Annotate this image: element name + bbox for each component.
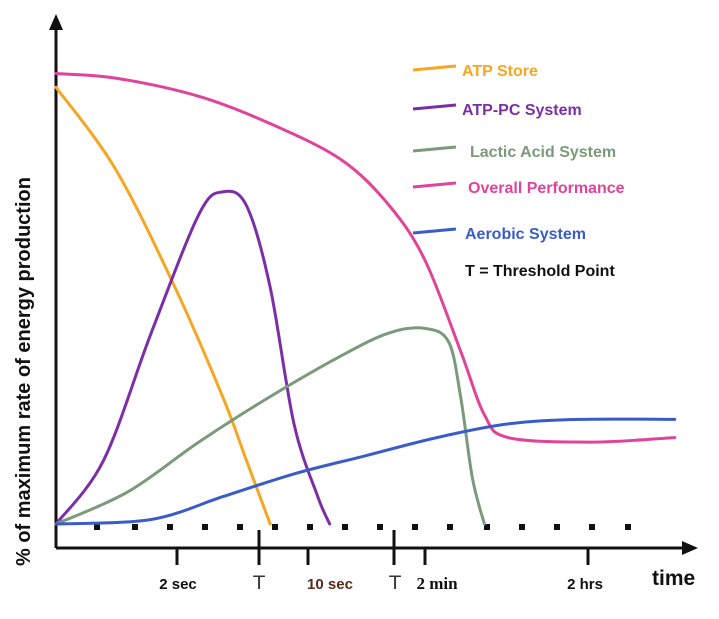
series-line-overall-performance bbox=[54, 72, 677, 444]
x-tick-marks bbox=[175, 530, 590, 565]
time-dot bbox=[554, 524, 560, 530]
legend-swatch-atp-pc-system bbox=[412, 103, 457, 111]
series-lines bbox=[54, 72, 677, 526]
legend-label-aerobic-system: Aerobic System bbox=[465, 226, 586, 243]
y-axis-arrow bbox=[49, 14, 63, 30]
y-axis-label: % of maximum rate of energy production bbox=[13, 177, 35, 566]
time-dot bbox=[519, 524, 525, 530]
threshold-annotation: T = Threshold Point bbox=[465, 263, 615, 280]
series-line-atp-pc-system bbox=[54, 189, 332, 526]
legend-swatch-overall-performance bbox=[412, 181, 457, 189]
x-tick-label: 10 sec bbox=[307, 576, 353, 593]
time-dot bbox=[447, 524, 453, 530]
series-line-lactic-acid-system bbox=[54, 326, 486, 526]
legend-swatch-aerobic-system bbox=[412, 227, 457, 235]
time-dot bbox=[94, 524, 100, 530]
x-tick-label: 2 hrs bbox=[567, 576, 603, 593]
series-line-aerobic-system bbox=[54, 417, 677, 526]
x-tick-label: T bbox=[388, 572, 401, 594]
time-dot bbox=[272, 524, 278, 530]
x-tick-label: 2 sec bbox=[159, 576, 197, 593]
legend-label-lactic-acid-system: Lactic Acid System bbox=[470, 144, 616, 161]
time-dot bbox=[342, 524, 348, 530]
legend-label-overall-performance: Overall Performance bbox=[468, 180, 625, 197]
time-dot bbox=[625, 524, 631, 530]
axes bbox=[49, 14, 698, 555]
x-axis-label: time bbox=[652, 567, 695, 590]
time-dot bbox=[167, 524, 173, 530]
legend: ATP Store ATP-PC System Lactic Acid System… bbox=[412, 63, 625, 243]
time-dot bbox=[377, 524, 383, 530]
x-axis-arrow bbox=[682, 541, 698, 555]
x-tick-label: T bbox=[252, 572, 265, 594]
x-tick-label: 2 min bbox=[416, 574, 458, 593]
time-dot bbox=[132, 524, 138, 530]
x-tick-labels: 2 sec T 10 sec T 2 min 2 hrs bbox=[159, 572, 603, 594]
time-dot bbox=[484, 524, 490, 530]
time-dot bbox=[412, 524, 418, 530]
legend-swatch-lactic-acid-system bbox=[412, 145, 457, 153]
series-line-atp-store bbox=[54, 85, 272, 526]
time-dot bbox=[202, 524, 208, 530]
time-dot bbox=[237, 524, 243, 530]
time-dots bbox=[94, 524, 631, 530]
legend-label-atp-pc-system: ATP-PC System bbox=[462, 102, 582, 119]
legend-swatch-atp-store bbox=[412, 64, 457, 72]
time-dot bbox=[589, 524, 595, 530]
time-dot bbox=[307, 524, 313, 530]
legend-label-atp-store: ATP Store bbox=[462, 63, 538, 80]
